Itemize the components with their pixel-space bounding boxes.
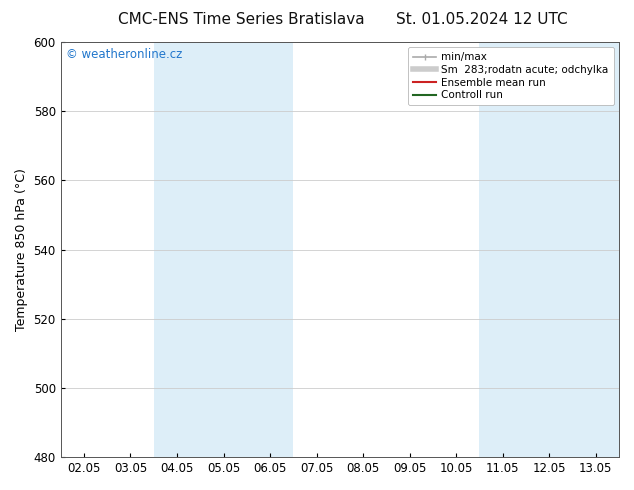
Text: St. 01.05.2024 12 UTC: St. 01.05.2024 12 UTC	[396, 12, 567, 27]
Bar	[153, 42, 294, 457]
Text: CMC-ENS Time Series Bratislava: CMC-ENS Time Series Bratislava	[118, 12, 364, 27]
Text: © weatheronline.cz: © weatheronline.cz	[66, 49, 183, 61]
Y-axis label: Temperature 850 hPa (°C): Temperature 850 hPa (°C)	[15, 168, 28, 331]
Legend: min/max, Sm  283;rodatn acute; odchylka, Ensemble mean run, Controll run: min/max, Sm 283;rodatn acute; odchylka, …	[408, 47, 614, 105]
Bar	[479, 42, 619, 457]
